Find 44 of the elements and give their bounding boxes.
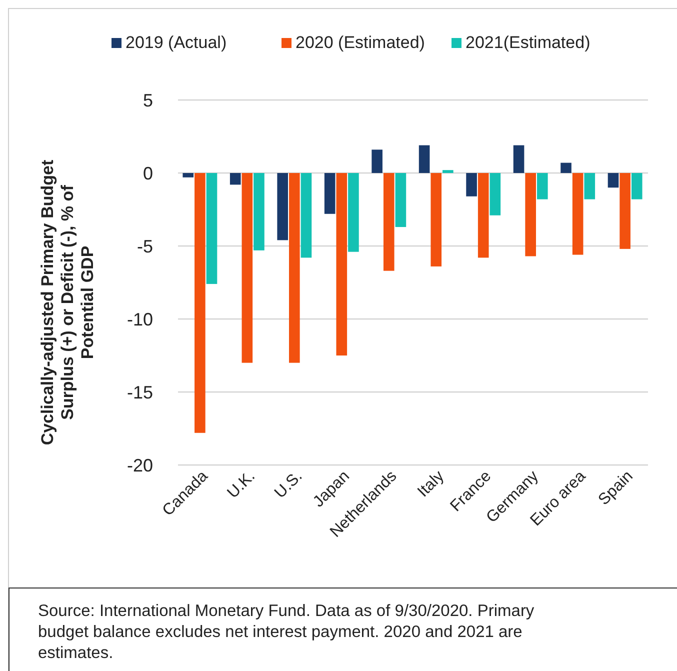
bar [277,173,288,240]
bar [560,162,572,173]
bar [513,145,524,173]
bar [324,173,336,214]
bar [608,173,619,188]
x-tick-label: Italy [414,468,448,501]
y-tick-label: -5 [136,236,153,256]
legend-label: 2020 (Estimated) [296,33,425,52]
bar [372,150,382,173]
bar [254,173,264,250]
bar [194,173,206,433]
y-tick-label: 0 [142,163,153,184]
x-tick-label: U.K. [224,468,258,502]
bar [572,173,584,255]
bar [418,145,430,173]
bar [631,173,642,200]
bar [620,173,630,249]
bar [442,170,454,173]
source-note: Source: International Monetary Fund. Data as of 9/30/2020. Primary budget balance excludes net interest payment. 2020 and 2021 are estimates. [38,602,535,662]
x-tick-label: U.S. [272,468,306,502]
bar [206,173,218,284]
y-tick-label: -10 [126,309,153,330]
y-axis-title: Cyclically-adjusted Primary Budget Surplus (+) or Deficit (-), % of Potential GDP [38,160,97,446]
bar [478,173,489,258]
bar [383,173,394,271]
bar [430,173,442,266]
y-tick-label: 5 [142,90,153,110]
bar [536,173,548,200]
bar [525,173,536,256]
bar [242,173,253,363]
bar [490,173,501,216]
bar [395,173,406,228]
bar [348,173,359,252]
bar [466,173,477,196]
y-tick-label: -20 [126,455,153,476]
bar [336,173,348,356]
bar [230,173,241,185]
bar [584,173,596,200]
y-tick-label: -15 [126,382,153,402]
legend-label: 2019 (Actual) [126,33,227,52]
bar [182,173,194,178]
bar [300,173,312,258]
bar [289,173,300,363]
legend-label: 2021(Estimated) [466,33,590,52]
